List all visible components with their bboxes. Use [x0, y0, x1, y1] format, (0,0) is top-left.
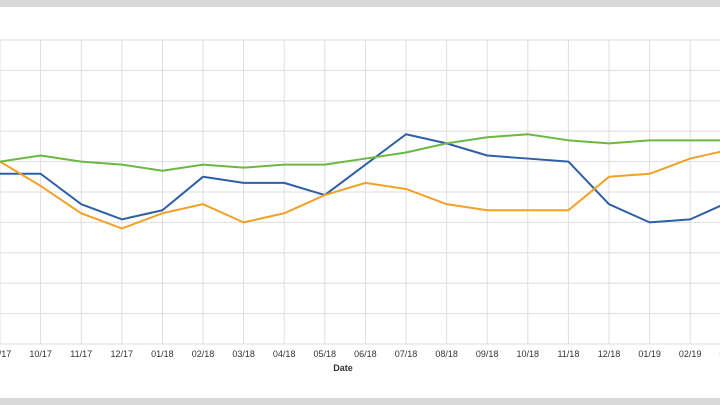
x-tick-label: 01/19 [638, 349, 661, 359]
x-tick-label: 11/17 [70, 349, 92, 359]
x-tick-label: 02/18 [192, 349, 215, 359]
x-tick-label: 03/18 [232, 349, 255, 359]
x-axis-title: Date [333, 363, 353, 373]
x-tick-label: 05/18 [314, 349, 337, 359]
x-tick-label: 09/17 [0, 349, 11, 359]
series-line-2 [0, 150, 720, 230]
x-tick-label: 10/17 [29, 349, 52, 359]
series-line-1 [0, 133, 720, 224]
x-tick-label: 07/18 [395, 349, 418, 359]
x-tick-label: 08/18 [435, 349, 458, 359]
x-tick-label: 12/18 [598, 349, 621, 359]
x-tick-label: 01/18 [151, 349, 174, 359]
x-tick-label: 02/19 [679, 349, 702, 359]
chart-frame: 09/17 10/17 11/17 12/17 01/18 02/18 03/18 04/18… [0, 7, 720, 398]
x-tick-label: 11/18 [557, 349, 579, 359]
x-axis-ticks: 09/17 10/17 11/17 12/17 01/18 02/18 03/18 04/18… [0, 349, 720, 359]
x-tick-label: 09/18 [476, 349, 499, 359]
gridlines [0, 39, 720, 345]
x-tick-label: 12/17 [111, 349, 134, 359]
series-lines [0, 133, 720, 230]
series-line-3 [0, 133, 720, 172]
x-tick-label: 10/18 [517, 349, 540, 359]
x-tick-label: 06/18 [354, 349, 377, 359]
line-chart: 09/17 10/17 11/17 12/17 01/18 02/18 03/18 04/18… [0, 39, 720, 373]
x-tick-label: 04/18 [273, 349, 296, 359]
